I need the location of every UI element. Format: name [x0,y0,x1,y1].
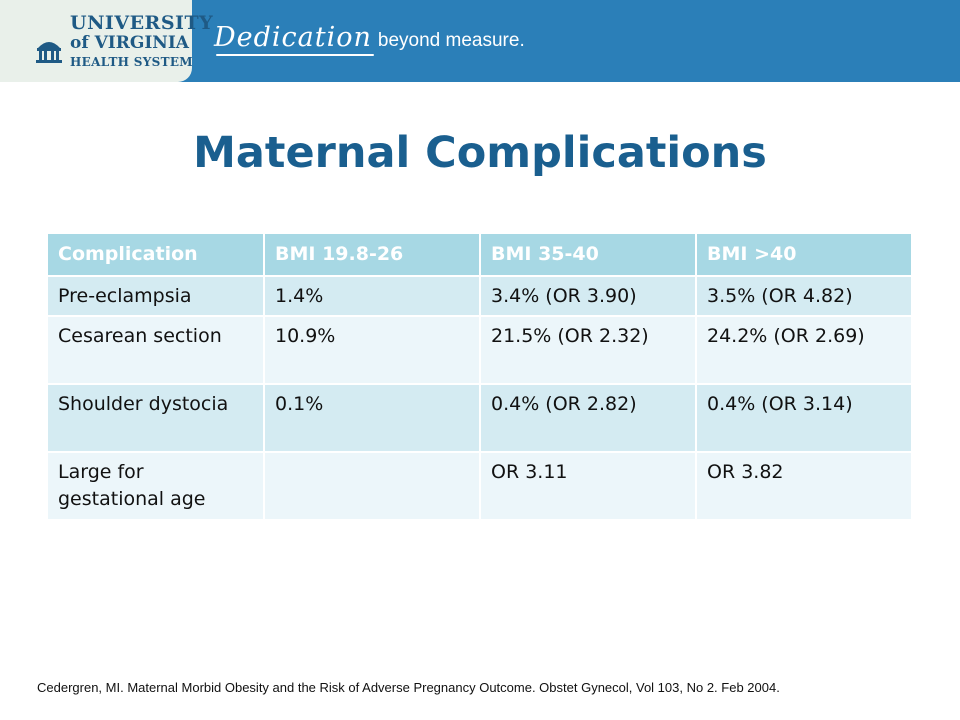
citation: Cedergren, MI. Maternal Morbid Obesity a… [37,680,780,695]
table-cell: 21.5% (OR 2.32) [480,316,697,386]
table-cell: Shoulder dystocia [48,384,265,454]
logo-wordmark: UNIVERSITY of VIRGINIA HEALTH SYSTEM [70,12,214,69]
table-cell: 1.4% [264,275,481,318]
table-row: Pre-eclampsia 1.4% 3.4% (OR 3.90) 3.5% (… [48,275,913,318]
tagline: Dedication beyond measure. [214,22,525,62]
table-cell: OR 3.82 [696,452,913,522]
complications-table: Complication BMI 19.8-26 BMI 35-40 BMI >… [48,234,913,522]
logo-line-university: UNIVERSITY [70,12,214,34]
table-cell [264,452,481,522]
header-bmi-over-40: BMI >40 [696,234,913,277]
table-header-row: Complication BMI 19.8-26 BMI 35-40 BMI >… [48,234,913,277]
table-cell: 0.1% [264,384,481,454]
rotunda-icon [36,42,62,63]
table-cell: 10.9% [264,316,481,386]
table-cell: OR 3.11 [480,452,697,522]
header-bmi-normal: BMI 19.8-26 [264,234,481,277]
tagline-underline [216,54,374,56]
tagline-rest: beyond measure. [377,30,525,51]
complications-table-container: Complication BMI 19.8-26 BMI 35-40 BMI >… [48,234,913,522]
table-row: Shoulder dystocia 0.1% 0.4% (OR 2.82) 0.… [48,384,913,454]
tagline-script: Dedication [214,22,372,53]
page-title: Maternal Complications [193,128,767,178]
logo-line-health-system: HEALTH SYSTEM [70,55,193,69]
table-cell: 3.5% (OR 4.82) [696,275,913,318]
header-bmi-35-40: BMI 35-40 [480,234,697,277]
table-row: Cesarean section 10.9% 21.5% (OR 2.32) 2… [48,316,913,386]
table-cell: Large for gestational age [48,452,265,522]
table-cell: 0.4% (OR 3.14) [696,384,913,454]
table-cell: 3.4% (OR 3.90) [480,275,697,318]
table-row: Large for gestational age OR 3.11 OR 3.8… [48,452,913,522]
table-cell: 0.4% (OR 2.82) [480,384,697,454]
uva-logo: UNIVERSITY of VIRGINIA HEALTH SYSTEM [0,0,214,82]
header-complication: Complication [48,234,265,277]
table-cell: Cesarean section [48,316,265,386]
table-cell: 24.2% (OR 2.69) [696,316,913,386]
header-banner: UNIVERSITY of VIRGINIA HEALTH SYSTEM Ded… [0,0,960,82]
table-cell: Pre-eclampsia [48,275,265,318]
logo-line-virginia: of VIRGINIA [70,33,189,53]
